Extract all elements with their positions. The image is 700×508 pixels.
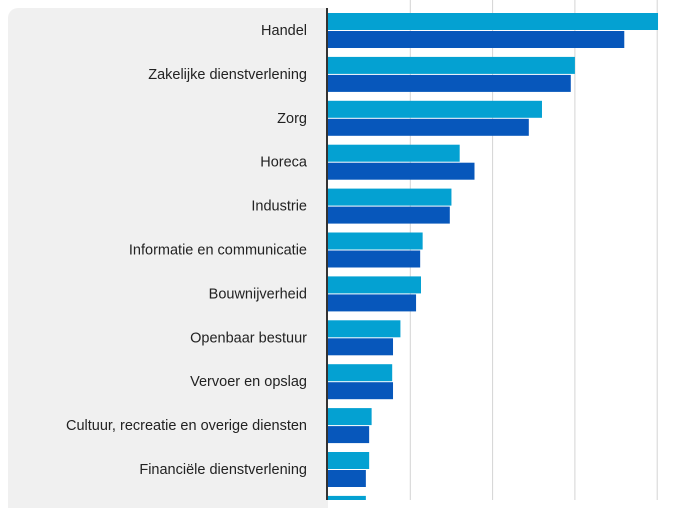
bar-a-9 xyxy=(328,408,372,426)
category-label: Bouwnijverheid xyxy=(209,286,307,302)
bar-b-1 xyxy=(328,74,571,92)
bar-a-10 xyxy=(328,452,370,469)
bar-b-3 xyxy=(328,162,475,180)
category-label: Financiële dienstverlening xyxy=(139,462,307,478)
category-label: Industrie xyxy=(251,199,307,215)
bar-b-4 xyxy=(328,206,450,224)
category-label-panel xyxy=(8,8,328,508)
bar-a-2 xyxy=(328,100,542,118)
bar-a-11 xyxy=(328,495,366,500)
bar-a-5 xyxy=(328,232,423,250)
category-label: Handel xyxy=(261,23,307,39)
category-label: Cultuur, recreatie en overige diensten xyxy=(66,418,307,434)
bar-b-2 xyxy=(328,118,529,136)
bar-b-10 xyxy=(328,470,366,487)
bar-b-9 xyxy=(328,426,370,444)
bar-b-8 xyxy=(328,382,394,400)
bar-a-3 xyxy=(328,144,460,162)
category-label: Zorg xyxy=(277,111,307,127)
category-label: Openbaar bestuur xyxy=(190,330,307,346)
bar-a-7 xyxy=(328,320,401,338)
bar-b-6 xyxy=(328,294,417,312)
bar-a-1 xyxy=(328,56,575,74)
bar-a-4 xyxy=(328,188,452,206)
bar-a-0 xyxy=(328,13,659,30)
bar-a-6 xyxy=(328,276,421,294)
category-label: Vervoer en opslag xyxy=(190,374,307,390)
bar-b-5 xyxy=(328,250,421,268)
category-label: Horeca xyxy=(260,155,308,171)
bar-b-7 xyxy=(328,338,394,356)
category-label: Informatie en communicatie xyxy=(129,243,307,259)
bar-b-0 xyxy=(328,31,625,48)
bar-a-8 xyxy=(328,364,393,382)
bars xyxy=(328,13,659,500)
category-labels: Handel Zakelijke dienstverlening Zorg Horec… xyxy=(66,23,308,478)
category-label: Zakelijke dienstverlening xyxy=(148,67,307,83)
